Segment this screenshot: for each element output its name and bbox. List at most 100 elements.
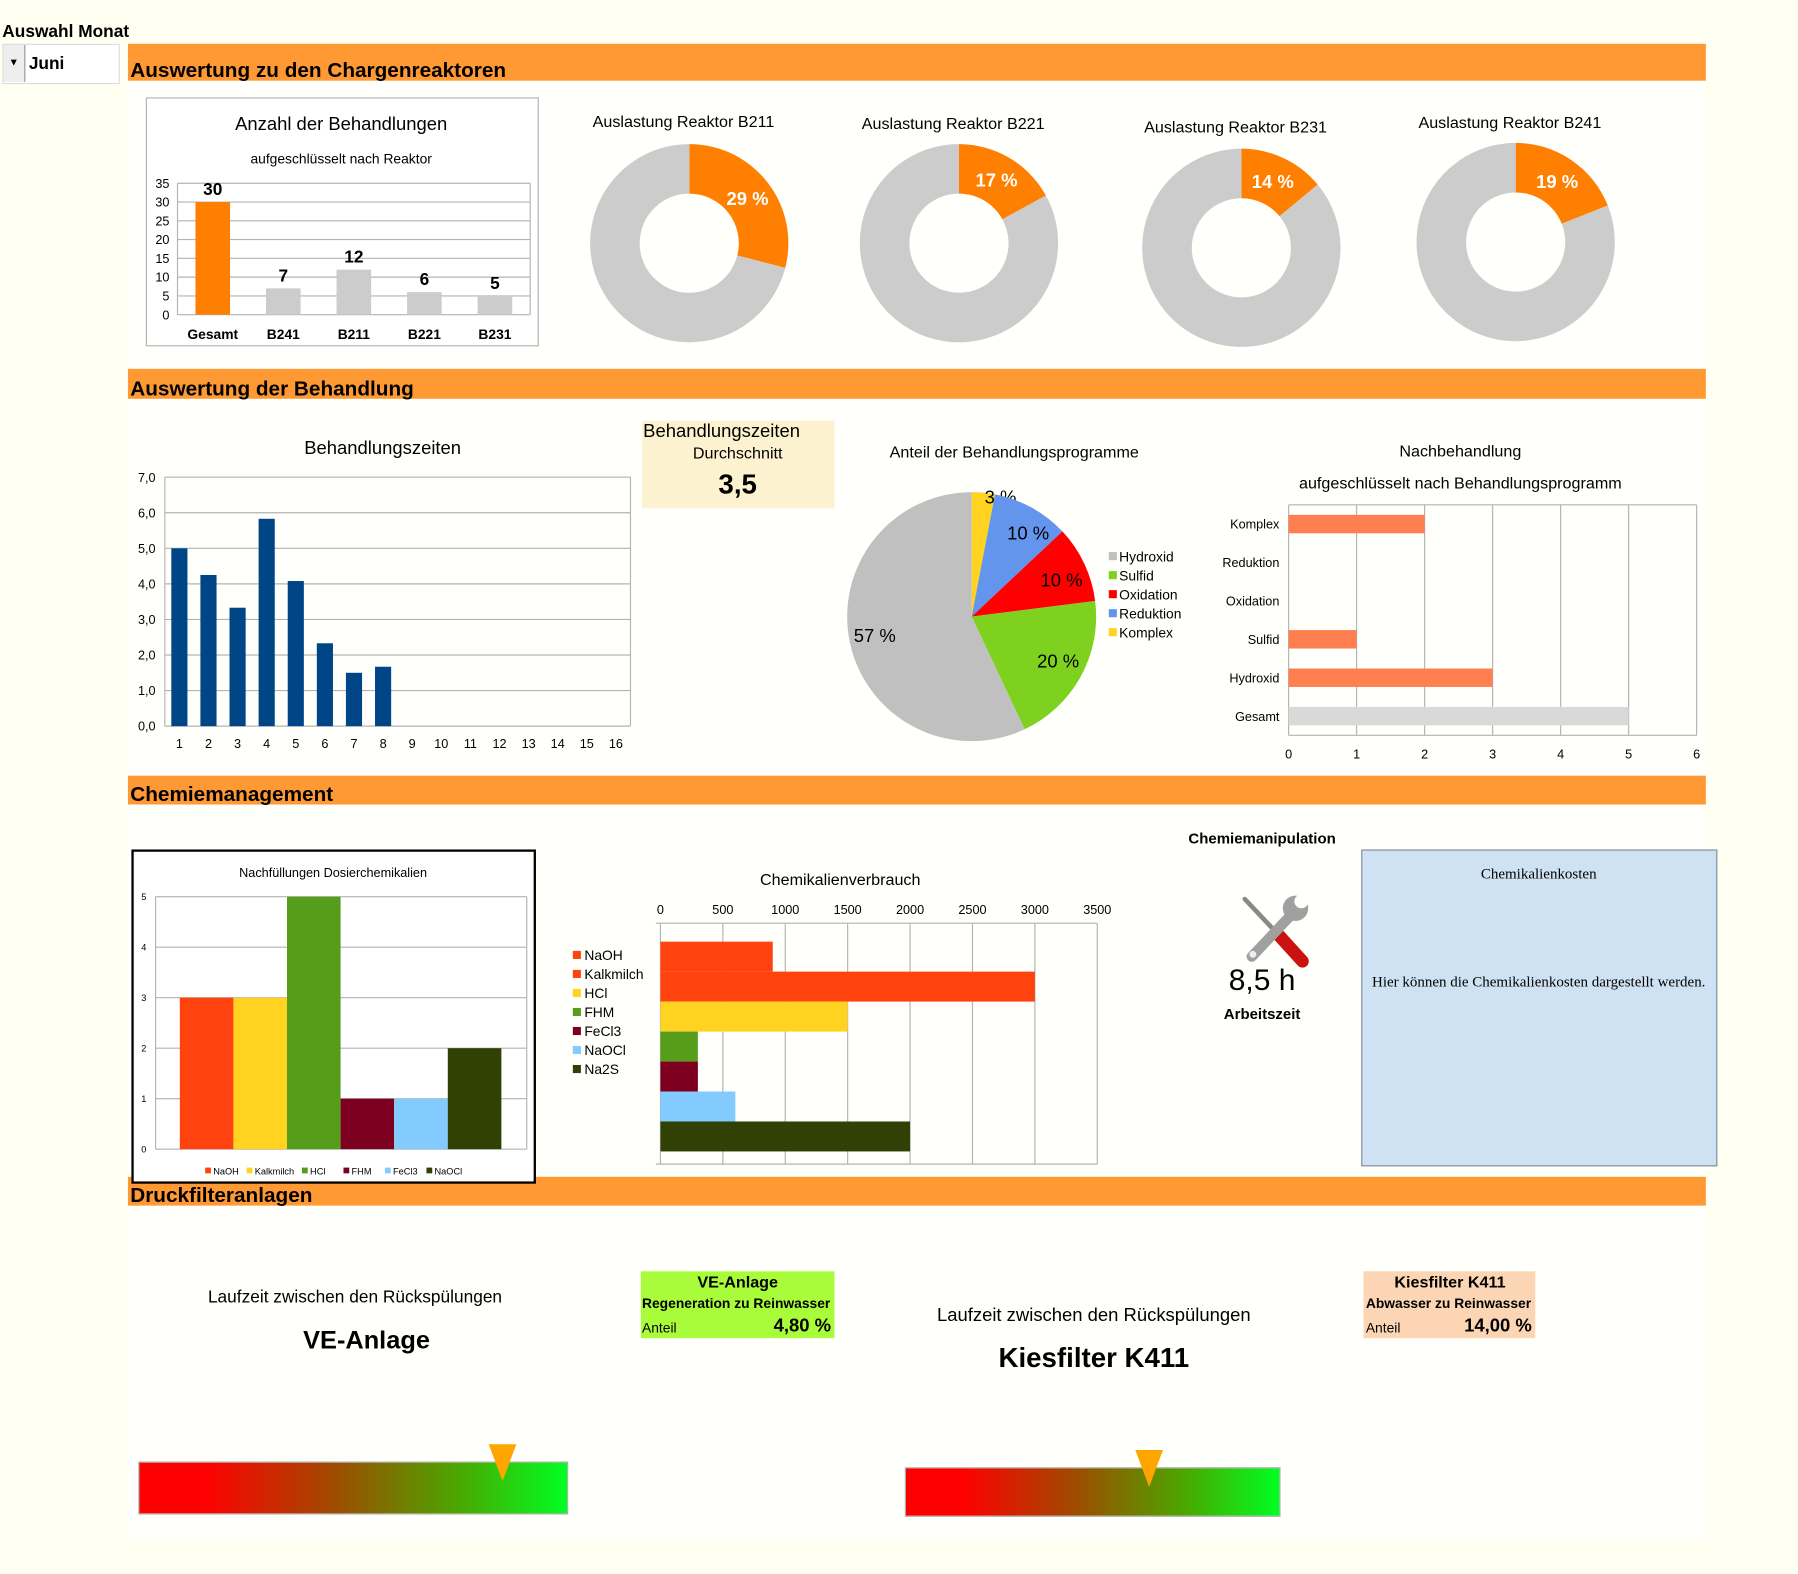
legend-swatch — [343, 1167, 350, 1174]
donut-slice-used — [689, 144, 789, 268]
chart-title: Auslastung Reaktor B221 — [862, 115, 1045, 133]
x-tick-label: 5 — [292, 737, 299, 751]
bar — [660, 1061, 698, 1092]
section-header-chemistry: Chemiemanagement — [127, 775, 1706, 806]
month-selector-label: Auswahl Monat — [2, 21, 130, 42]
y-tick-label: 20 — [155, 233, 169, 247]
legend-label: Na2S — [584, 1061, 619, 1077]
section-title: Chemiemanagement — [130, 782, 334, 806]
legend-label: FHM — [352, 1166, 372, 1176]
legend-label: Reduktion — [1119, 605, 1181, 621]
chart-title: Anteil der Behandlungsprogramme — [890, 444, 1139, 462]
legend-label: Kalkmilch — [584, 966, 643, 982]
legend-label: Komplex — [1119, 624, 1173, 640]
x-tick-label: 1 — [176, 737, 183, 751]
bar — [316, 643, 333, 727]
legend-swatch — [426, 1167, 433, 1174]
legend-swatch — [1108, 552, 1117, 561]
y-tick-label: Gesamt — [1235, 710, 1280, 724]
bar — [179, 997, 234, 1150]
legend-swatch — [301, 1167, 308, 1174]
x-tick-label: 3 — [1489, 747, 1496, 761]
y-tick-label: Sulfid — [1248, 633, 1280, 647]
y-tick-label: 10 — [155, 271, 169, 285]
legend-label: FHM — [584, 1004, 614, 1020]
x-tick-label: 6 — [1693, 747, 1700, 761]
legend-swatch — [246, 1167, 253, 1174]
legend-swatch — [572, 1045, 581, 1055]
work-time-value: 8,5 h — [1228, 962, 1296, 997]
bar — [407, 292, 442, 315]
y-tick-label: Hydroxid — [1229, 671, 1279, 685]
y-tick-label: 0 — [141, 1145, 146, 1155]
section-title: Auswertung der Behandlung — [130, 376, 414, 400]
x-tick-label: 500 — [712, 903, 733, 917]
kies-box-subtitle: Abwasser zu Reinwasser — [1365, 1295, 1532, 1312]
bar — [660, 1091, 736, 1122]
y-tick-label: 25 — [155, 214, 169, 228]
tools-icon — [1242, 894, 1309, 968]
x-tick-label: B211 — [338, 326, 371, 342]
y-tick-label: 7,0 — [138, 471, 156, 485]
y-tick-label: 30 — [155, 196, 169, 210]
y-tick-label: 5 — [141, 892, 146, 902]
bar — [233, 997, 287, 1150]
legend-swatch — [205, 1167, 211, 1174]
bar — [258, 518, 275, 727]
chart-subtitle: aufgeschlüsselt nach Behandlungsprogramm — [1299, 475, 1622, 493]
legend-label: NaOCl — [435, 1166, 463, 1176]
pie-slice — [971, 531, 1096, 617]
kies-share-box: Kiesfilter K411 Abwasser zu Reinwasser A… — [1363, 1271, 1536, 1339]
donut-label: 19 % — [1536, 171, 1578, 192]
x-tick-label: 5 — [1625, 747, 1632, 761]
donut-label: 17 % — [975, 170, 1017, 191]
legend-swatch — [1108, 628, 1117, 637]
x-tick-label: B221 — [408, 326, 441, 342]
y-tick-label: 5 — [162, 289, 169, 303]
pie-label: 10 % — [1007, 522, 1049, 543]
month-select-value: Juni — [28, 54, 65, 74]
x-tick-label: 3 — [234, 737, 241, 751]
legend-label: FeCl3 — [584, 1023, 621, 1039]
kies-box-value: 14,00 % — [1464, 1316, 1532, 1336]
bar — [1288, 630, 1357, 649]
bar — [229, 607, 246, 727]
x-tick-label: 14 — [551, 737, 565, 751]
pie-slice — [847, 492, 1025, 742]
pie-slice — [971, 601, 1097, 730]
kies-box-label: Anteil — [1365, 1319, 1401, 1336]
pie-slice — [971, 494, 1063, 617]
legend-swatch — [572, 1007, 581, 1017]
legend-label: Sulfid — [1119, 567, 1154, 583]
x-tick-label: 6 — [321, 737, 328, 751]
x-tick-label: 1000 — [771, 903, 799, 917]
section-title: Druckfilteranlagen — [130, 1183, 313, 1207]
legend-swatch — [572, 969, 581, 978]
x-tick-label: 2 — [205, 737, 212, 751]
y-tick-label: Oxidation — [1226, 594, 1279, 608]
chem-costs-title: Chemikalienkosten — [1480, 864, 1597, 882]
chart-title: Behandlungszeiten — [304, 437, 461, 458]
legend-swatch — [1108, 571, 1117, 580]
x-tick-label: 3500 — [1083, 903, 1111, 917]
ve-box-subtitle: Regeneration zu Reinwasser — [641, 1295, 831, 1312]
donut-slice-free — [1142, 148, 1341, 347]
bar — [195, 202, 231, 315]
work-time-label: Arbeitszeit — [1223, 1005, 1301, 1023]
data-label: 5 — [490, 273, 500, 293]
month-select[interactable]: ▼ Juni — [2, 43, 120, 85]
ve-runtime-gauge — [138, 1444, 569, 1515]
dropdown-arrow-icon[interactable]: ▼ — [3, 44, 26, 82]
average-time-box: Behandlungszeiten Durchschnitt 3,5 — [641, 420, 835, 509]
section-header-reactors: Auswertung zu den Chargenreaktoren — [127, 43, 1706, 81]
x-tick-label: 0 — [1285, 747, 1292, 761]
legend-label: HCl — [310, 1166, 325, 1176]
legend-swatch — [384, 1167, 391, 1174]
bar — [660, 941, 773, 972]
x-tick-label: 2 — [1421, 747, 1428, 761]
y-tick-label: 2 — [141, 1044, 146, 1054]
y-tick-label: Reduktion — [1222, 556, 1279, 570]
y-tick-label: 3 — [141, 993, 146, 1003]
avg-box-value: 3,5 — [718, 469, 757, 501]
legend-label: Oxidation — [1119, 586, 1177, 602]
